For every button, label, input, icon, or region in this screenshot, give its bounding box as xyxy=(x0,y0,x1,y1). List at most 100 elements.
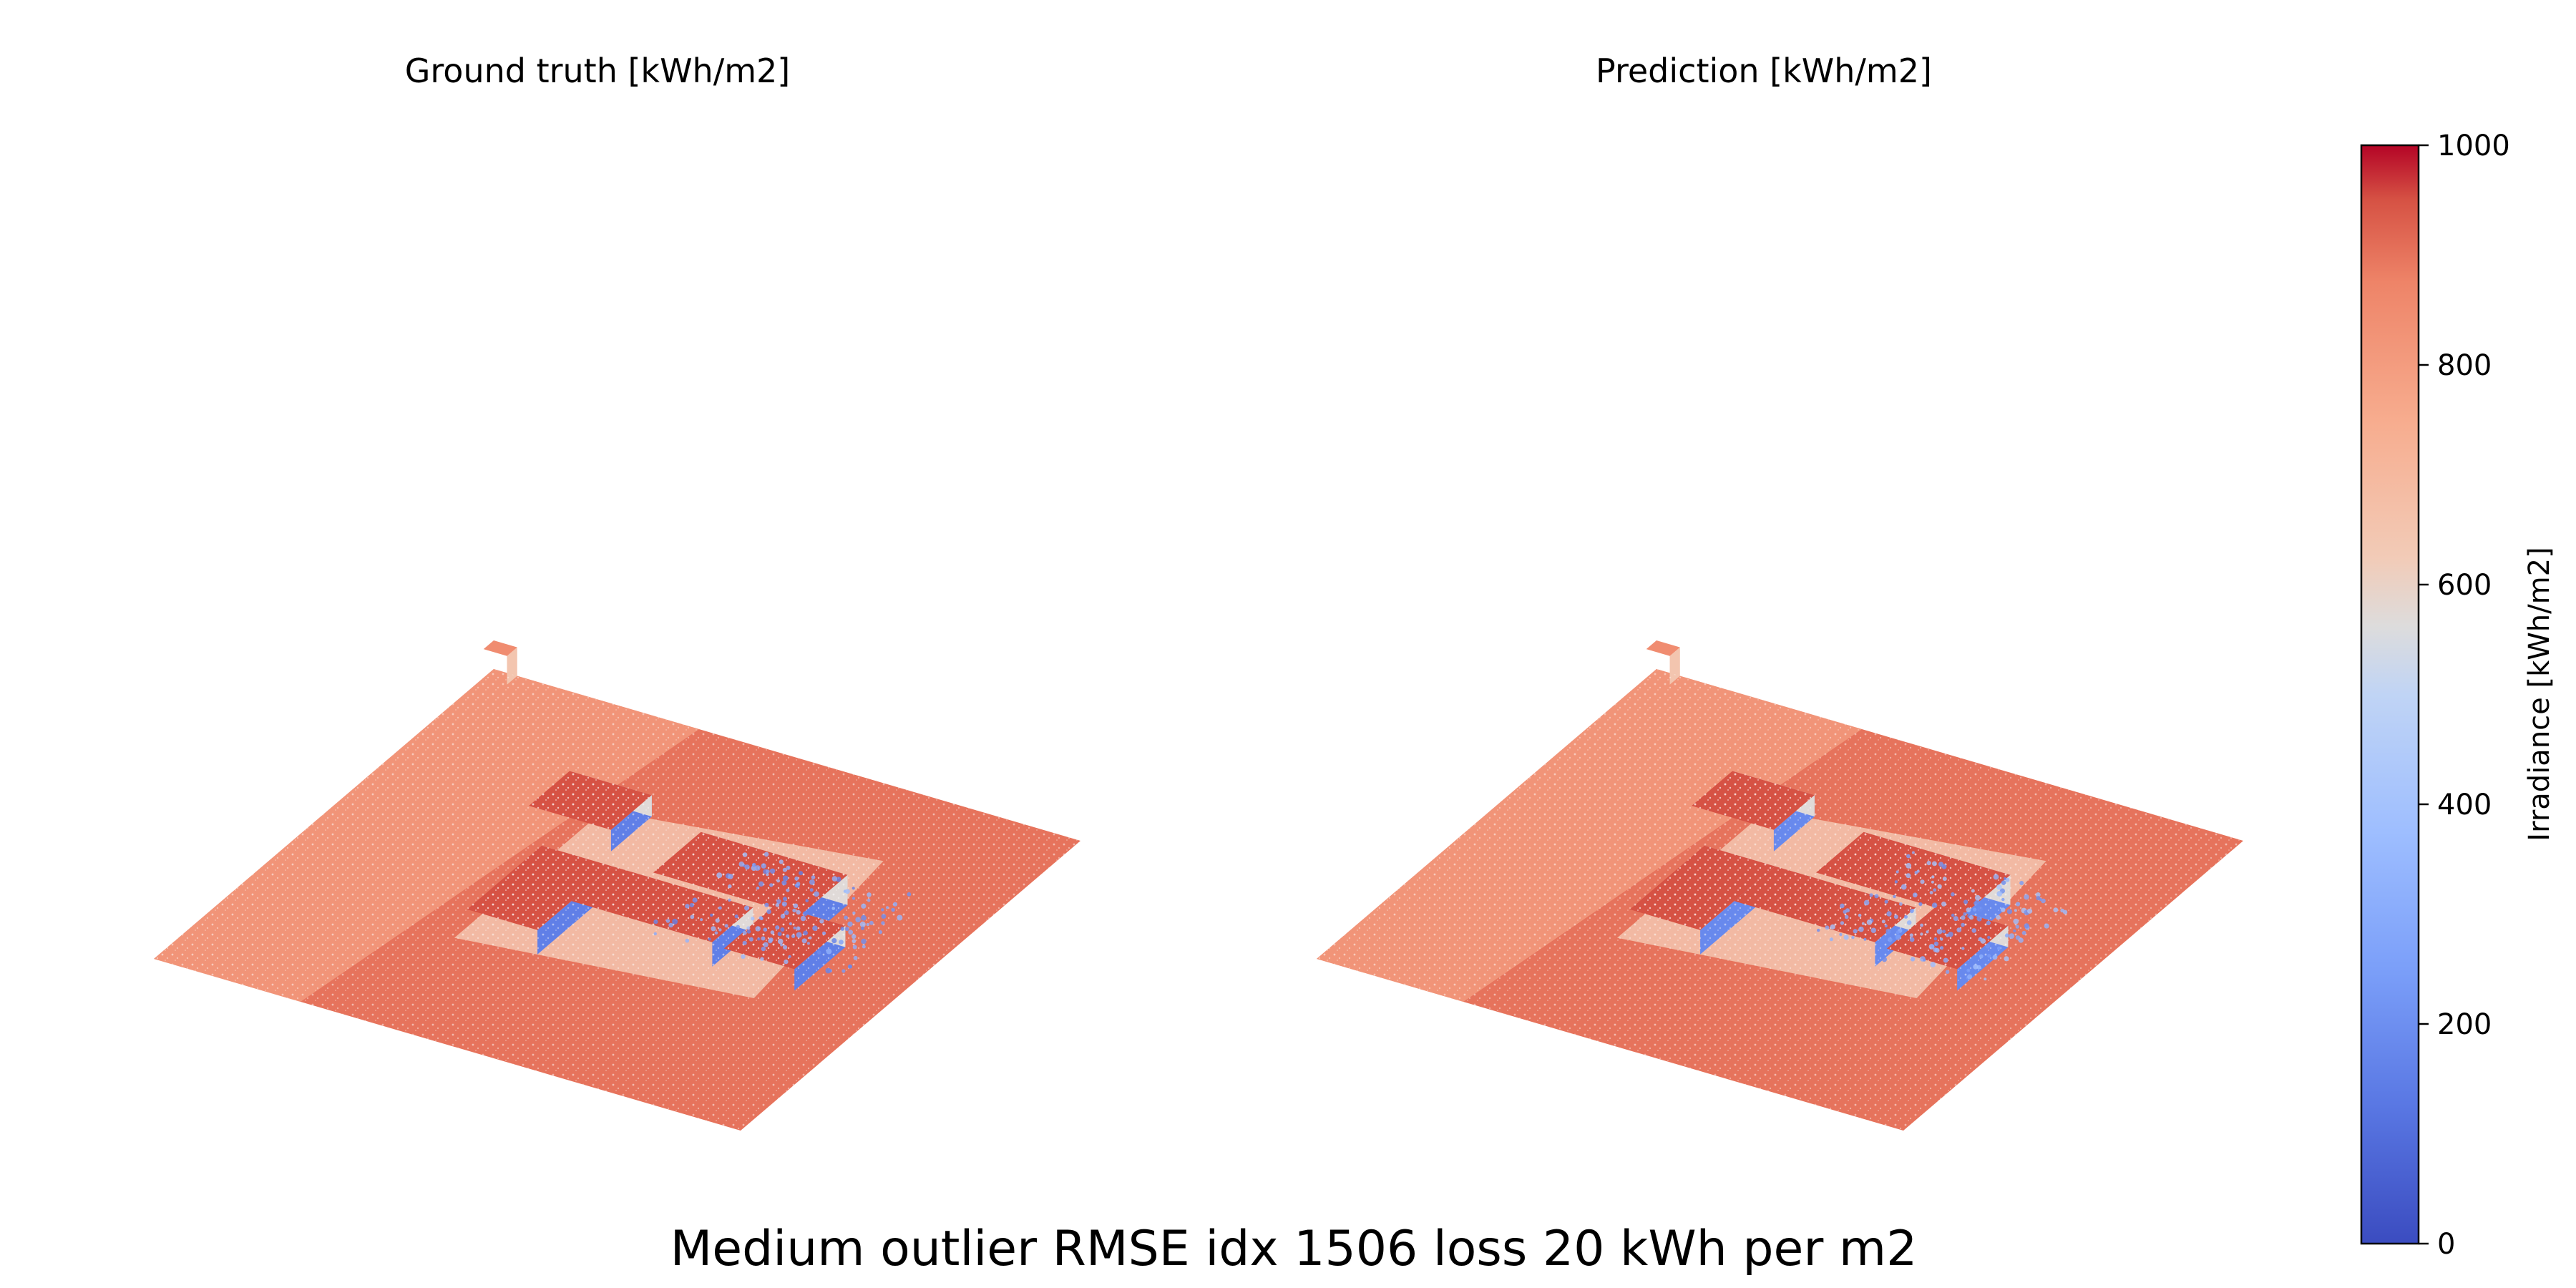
shaded-point xyxy=(1885,928,1891,935)
shaded-point xyxy=(1984,977,1987,981)
shaded-point xyxy=(1987,935,1991,940)
shaded-point xyxy=(1923,958,1926,962)
shaded-point xyxy=(1976,916,1982,922)
shaded-point xyxy=(1936,928,1943,935)
shaded-point xyxy=(770,930,775,935)
shaded-point xyxy=(1912,892,1918,898)
shaded-point xyxy=(844,915,848,920)
shaded-point xyxy=(1963,899,1968,904)
shaded-point xyxy=(776,899,781,904)
shaded-point xyxy=(2036,896,2041,901)
shaded-point xyxy=(793,926,796,930)
shaded-point xyxy=(1861,922,1865,925)
shaded-point xyxy=(781,901,787,907)
corner-post-top xyxy=(1646,640,1680,656)
shaded-point xyxy=(2004,933,2009,938)
shaded-point xyxy=(1940,946,1944,950)
shaded-point xyxy=(769,868,776,874)
shaded-point xyxy=(742,930,747,935)
shaded-point xyxy=(881,908,884,912)
shaded-point xyxy=(1968,914,1974,920)
shaded-point xyxy=(1961,915,1966,920)
shaded-point xyxy=(1985,944,1990,949)
shaded-point xyxy=(860,926,864,930)
shaded-point xyxy=(1951,892,1955,897)
shaded-point xyxy=(1940,937,1943,941)
shaded-point xyxy=(844,927,849,932)
shaded-point xyxy=(853,955,858,960)
shaded-point xyxy=(1906,863,1912,869)
shaded-point xyxy=(2019,881,2024,885)
shaded-point xyxy=(789,922,792,926)
shaded-point xyxy=(1894,880,1898,884)
shaded-point xyxy=(1973,964,1979,970)
point-cloud-ground-truth xyxy=(154,640,1080,1131)
shaded-point xyxy=(1906,920,1912,925)
shaded-point xyxy=(819,919,824,924)
shaded-point xyxy=(748,937,753,942)
shaded-point xyxy=(793,903,799,909)
shaded-point xyxy=(1931,880,1934,884)
shaded-point xyxy=(689,902,694,908)
shaded-point xyxy=(1845,908,1850,913)
shaded-point xyxy=(760,957,764,961)
shaded-point xyxy=(1974,901,1978,906)
shaded-point xyxy=(1926,930,1929,934)
shaded-point xyxy=(1896,935,1901,940)
shaded-point xyxy=(1881,919,1885,924)
shaded-point xyxy=(775,903,780,907)
shaded-point xyxy=(1911,851,1915,854)
shaded-point xyxy=(1961,947,1965,950)
shaded-point xyxy=(861,938,867,945)
shaded-point xyxy=(907,892,912,897)
shaded-point xyxy=(736,924,741,930)
shaded-point xyxy=(757,937,761,941)
colorbar-label: Irradiance [kWh/m2] xyxy=(2523,547,2556,841)
shaded-point xyxy=(1978,937,1983,942)
colorbar: 0 200 400 600 800 1000 Irradiance [kWh/m2] xyxy=(2360,130,2556,1261)
shaded-point xyxy=(780,914,786,919)
shaded-point xyxy=(758,881,764,887)
shaded-point xyxy=(744,864,750,870)
shaded-point xyxy=(792,908,796,913)
shaded-point xyxy=(1956,927,1962,932)
shaded-point xyxy=(1882,957,1887,962)
shaded-point xyxy=(1933,888,1937,892)
shaded-point xyxy=(700,918,703,922)
shaded-point xyxy=(814,891,819,897)
shaded-point xyxy=(1909,937,1915,942)
shaded-point xyxy=(1825,925,1830,930)
shaded-point xyxy=(715,918,720,923)
shaded-point xyxy=(761,946,766,952)
shaded-point xyxy=(844,889,850,894)
panel-prediction: Prediction [kWh/m2] xyxy=(1317,52,2243,1131)
shaded-point xyxy=(831,907,835,910)
shaded-point xyxy=(1840,903,1845,909)
shaded-point xyxy=(811,875,816,879)
shaded-point xyxy=(1829,937,1833,942)
shaded-point xyxy=(867,892,872,897)
shaded-point xyxy=(728,874,733,879)
shaded-point xyxy=(809,936,812,940)
panel-title-prediction: Prediction [kWh/m2] xyxy=(1596,52,1932,90)
shaded-point xyxy=(1945,970,1950,975)
shaded-point xyxy=(2013,929,2016,932)
shaded-point xyxy=(1870,927,1876,933)
shaded-point xyxy=(777,932,782,937)
shaded-point xyxy=(1866,919,1873,925)
shaded-point xyxy=(1933,947,1938,952)
shaded-point xyxy=(763,942,769,947)
shaded-point xyxy=(2024,894,2029,900)
shaded-point xyxy=(1910,957,1916,962)
shaded-point xyxy=(897,914,903,921)
shaded-point xyxy=(1932,861,1937,867)
shaded-point xyxy=(855,917,861,922)
shaded-point xyxy=(738,861,744,867)
shaded-point xyxy=(831,876,838,882)
shaded-point xyxy=(2001,897,2005,902)
shaded-point xyxy=(1840,921,1845,925)
shaded-point xyxy=(2027,908,2033,914)
shaded-point xyxy=(769,883,774,887)
shaded-point xyxy=(1909,933,1913,937)
